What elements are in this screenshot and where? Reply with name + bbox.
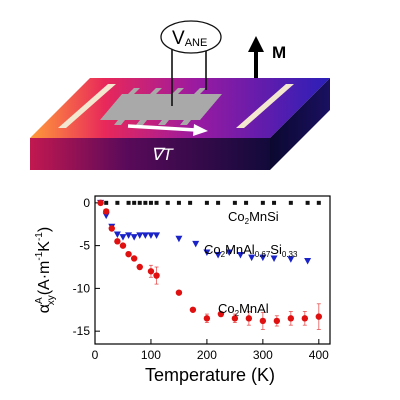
chart: 0 100 200 300 400 0-5-10-15 Temperature (K) …: [34, 195, 331, 385]
data-point: [260, 200, 265, 205]
data-point: [125, 232, 133, 239]
right-contact-strip: [236, 84, 294, 128]
data-point: [154, 200, 159, 205]
data-point: [108, 225, 115, 232]
data-point: [270, 255, 278, 262]
y-tick-label: -5: [79, 239, 90, 253]
plot-frame: [94, 195, 331, 345]
data-point: [153, 232, 161, 239]
hall-bar-pattern: [100, 88, 222, 125]
series-label-co2mnal: Co2MnAl: [218, 301, 269, 318]
data-point: [225, 249, 233, 256]
data-point: [113, 231, 121, 238]
data-point: [231, 315, 239, 322]
data-point: [287, 256, 295, 263]
series-1-marks: [97, 199, 312, 265]
slab-front-face: [30, 138, 270, 170]
data-point: [189, 306, 197, 313]
data-point: [130, 255, 138, 262]
y-tick-label: -15: [73, 324, 91, 338]
data-point: [176, 200, 181, 205]
slab-side-face: [270, 78, 330, 170]
data-point: [287, 315, 295, 322]
data-point: [141, 232, 149, 239]
x-tick-label: 0: [92, 348, 99, 362]
data-point: [143, 200, 148, 205]
x-tick-labels: 0 100 200 300 400: [92, 348, 329, 362]
data-point: [232, 200, 237, 205]
y-axis-label: αAxy(A·m-1K-1): [34, 227, 57, 313]
series-label-co2mnalsi: Co2MnAl0.67Si0.33: [204, 242, 298, 259]
axis-ticks: [94, 202, 320, 344]
data-point: [136, 232, 144, 239]
data-point: [126, 200, 131, 205]
data-point: [305, 200, 310, 205]
data-point: [136, 263, 143, 271]
data-point: [216, 200, 221, 205]
data-marks: [97, 199, 323, 330]
series-0-marks: [98, 200, 321, 205]
device-schematic: VANE M ∇T: [30, 20, 330, 170]
data-point: [203, 315, 211, 322]
x-axis-label: Temperature (K): [145, 365, 275, 385]
data-point: [104, 200, 109, 205]
y-tick-label: 0: [83, 196, 90, 210]
data-point: [272, 200, 277, 205]
data-point: [175, 289, 183, 296]
data-point: [203, 249, 211, 256]
data-point: [304, 258, 312, 265]
data-point: [148, 200, 153, 205]
magnetization-label: M: [272, 43, 286, 62]
data-point: [130, 234, 138, 241]
left-contact-strip: [58, 84, 116, 128]
data-point: [316, 200, 321, 205]
data-point: [259, 317, 267, 325]
data-point: [114, 238, 121, 245]
magnetization-arrow-head: [248, 36, 264, 52]
data-point: [97, 199, 104, 207]
data-point: [217, 310, 225, 318]
data-point: [288, 200, 293, 205]
x-tick-label: 300: [253, 348, 273, 362]
data-point: [192, 240, 200, 248]
x-tick-label: 200: [197, 348, 217, 362]
series-2-marks: [97, 199, 323, 330]
data-point: [147, 268, 155, 275]
data-point: [125, 250, 132, 258]
data-point: [259, 254, 267, 262]
data-point: [132, 200, 137, 205]
voltmeter-circle: [160, 20, 222, 54]
voltmeter-label: VANE: [172, 28, 207, 49]
data-point: [147, 232, 155, 239]
data-point: [102, 208, 110, 215]
data-point: [204, 200, 209, 205]
y-tick-labels: 0 -5 -10 -15: [73, 196, 91, 338]
x-tick-label: 100: [141, 348, 161, 362]
data-point: [301, 315, 309, 322]
data-point: [153, 272, 160, 279]
gradient-arrow-head: [193, 124, 208, 136]
data-point: [236, 252, 244, 259]
data-point: [165, 200, 170, 205]
data-point: [245, 315, 253, 322]
data-point: [248, 254, 256, 262]
series-label-co2mnsi: Co2MnSi: [228, 209, 279, 226]
data-point: [119, 242, 127, 249]
data-point: [115, 200, 120, 205]
gradient-arrow-shaft: [127, 124, 197, 132]
data-point: [273, 317, 281, 325]
data-point: [137, 200, 142, 205]
data-point: [315, 313, 323, 320]
data-point: [119, 234, 127, 241]
data-point: [175, 235, 183, 243]
data-point: [214, 252, 222, 259]
y-tick-label: -10: [73, 281, 91, 295]
data-point: [188, 200, 193, 205]
x-tick-label: 400: [309, 348, 329, 362]
gradient-label: ∇T: [151, 145, 174, 164]
data-point: [102, 212, 110, 220]
data-point: [244, 200, 249, 205]
